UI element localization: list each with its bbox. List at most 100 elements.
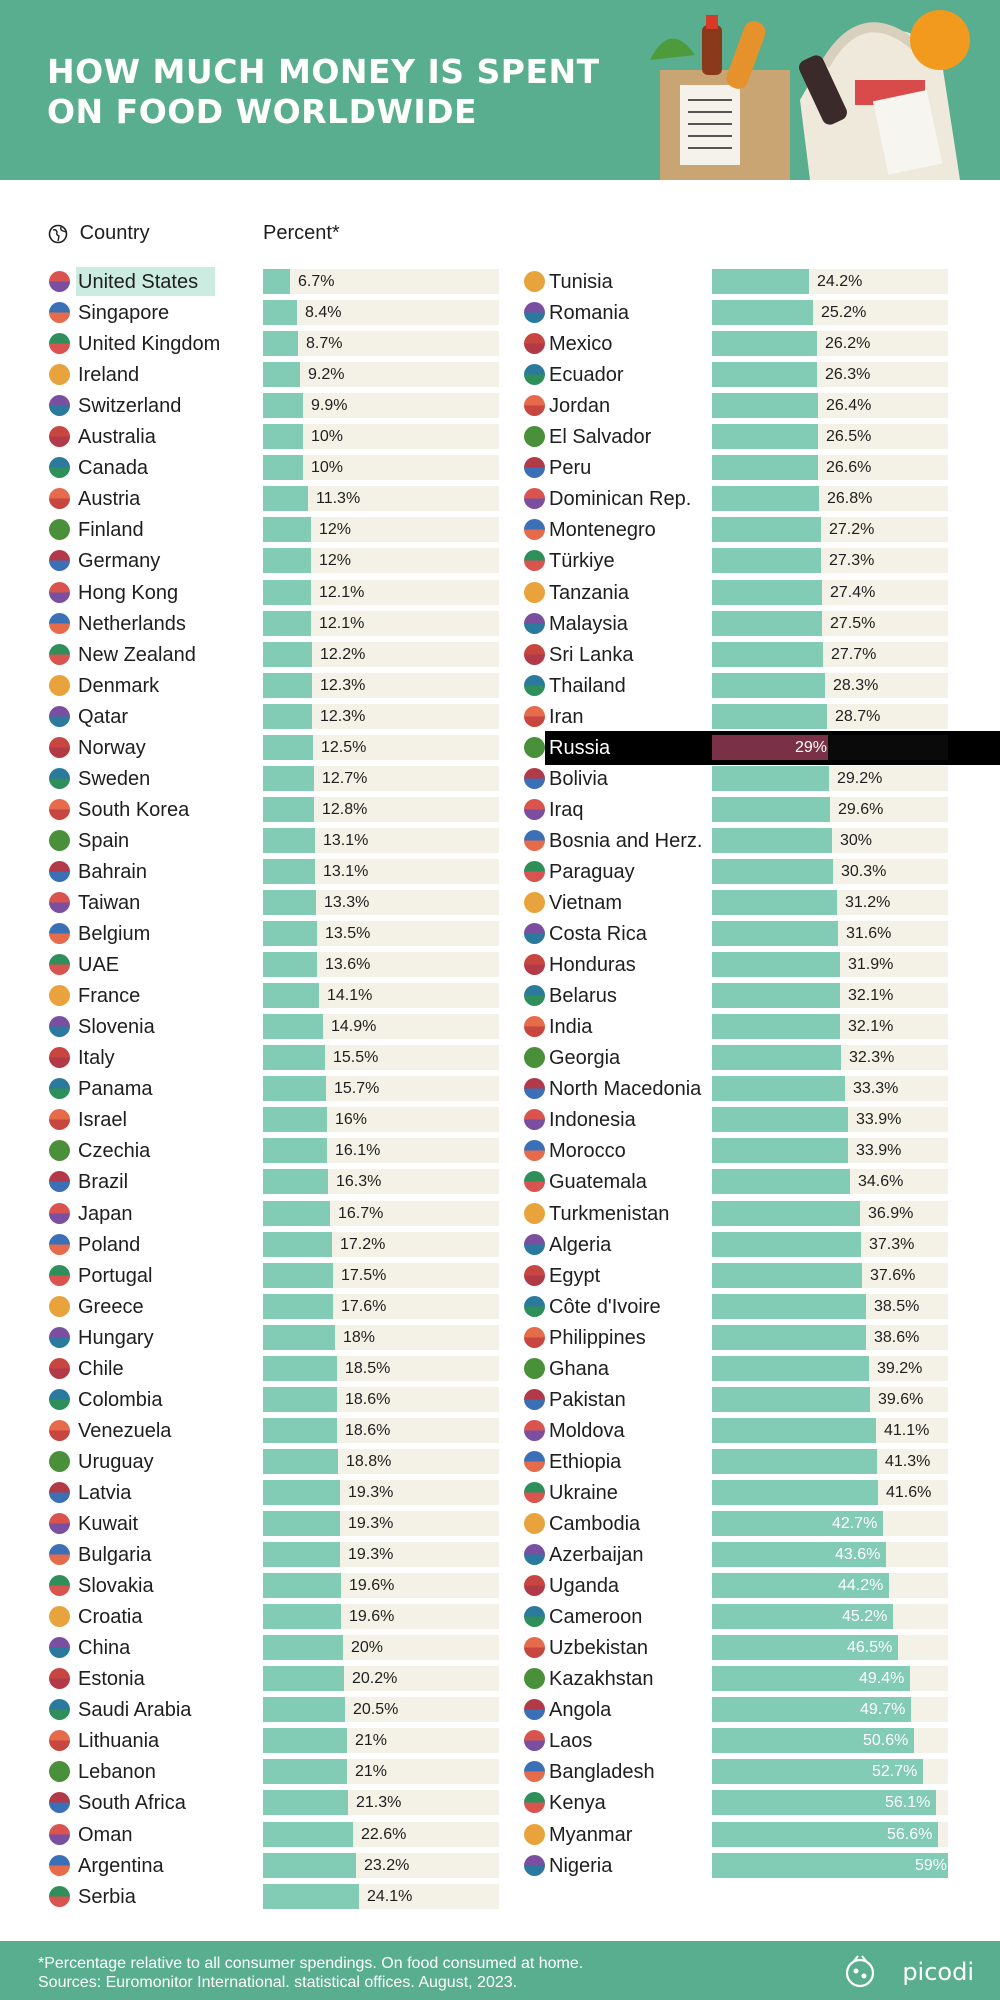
chart-row-pakistan: Pakistan 39.6% (0, 1385, 1000, 1415)
bar-myanmar (712, 1821, 938, 1847)
bar-track: 16.3% (263, 1169, 499, 1195)
bar-track: 12.3% (263, 703, 499, 729)
bar-track: 13.3% (263, 890, 499, 915)
value-label: 12% (319, 552, 352, 570)
chart-row-algeria: Algeria 37.3% (0, 1230, 1000, 1260)
country-label: Denmark (78, 674, 160, 697)
country-label: South Africa (78, 1792, 186, 1815)
flag-icon-el-salvador (524, 426, 545, 448)
wine-bottle (799, 55, 847, 125)
value-label: 26.4% (826, 397, 872, 415)
flag-icon-ireland (49, 364, 70, 386)
value-label: 18.8% (346, 1452, 392, 1470)
flag-icon-egypt (524, 1264, 545, 1286)
bar-costa-rica (712, 921, 838, 947)
flag-icon-pakistan (524, 1388, 545, 1410)
value-label: 27.2% (829, 521, 875, 539)
country-label: Colombia (78, 1388, 163, 1411)
bar-track: 15.5% (263, 1045, 499, 1071)
bar-kazakhstan (712, 1666, 910, 1692)
bar-netherlands (263, 610, 311, 636)
bar-track: 12% (263, 517, 499, 543)
bar-track: 20.5% (263, 1697, 499, 1723)
country-label: Bolivia (549, 767, 608, 790)
bar-finland (263, 517, 311, 543)
bar-kenya (712, 1790, 936, 1816)
country-label: Chile (78, 1357, 124, 1380)
bar-track: 56.1% (712, 1790, 948, 1816)
value-label: 31.6% (846, 925, 892, 943)
bar-morocco (712, 1138, 848, 1164)
country-label: Finland (78, 519, 144, 542)
chart-row-romania: Romania 25.2% (0, 298, 1000, 328)
chart-row-belarus: Belarus 32.1% (0, 981, 1000, 1011)
bar-india (712, 1014, 840, 1040)
bar-track: 52.7% (712, 1759, 948, 1785)
country-label: Saudi Arabia (78, 1699, 192, 1722)
flag-icon-india (524, 1016, 545, 1038)
value-label: 41.6% (886, 1483, 932, 1501)
bar-indonesia (712, 1107, 848, 1133)
bar-jordan (712, 393, 818, 419)
chart-row-spain: Spain 13.1% (0, 826, 1000, 856)
flag-icon-denmark (49, 674, 70, 696)
value-label: 12.7% (322, 769, 368, 787)
bar-italy (263, 1045, 325, 1071)
bar-track: 27.2% (712, 517, 948, 543)
chart-row-mexico: Mexico 26.2% (0, 329, 1000, 359)
chart-row-bosnia-and-herz: Bosnia and Herz. 30% (0, 826, 1000, 856)
country-label: Kuwait (78, 1513, 139, 1535)
bar-new-zealand (263, 641, 312, 667)
bar-paraguay (712, 858, 833, 884)
chart-row-malaysia: Malaysia 27.5% (0, 609, 1000, 639)
value-label: 46.5% (847, 1639, 893, 1657)
chart-row-qatar: Qatar 12.3% (0, 702, 1000, 732)
bar-track: 38.5% (712, 1293, 948, 1319)
bar-track: 24.1% (263, 1883, 499, 1909)
value-label: 9.2% (308, 366, 345, 384)
value-label: 32.3% (849, 1049, 895, 1067)
chart-row-denmark: Denmark 12.3% (0, 671, 1000, 701)
flag-icon-serbia (49, 1885, 70, 1907)
bar-romania (712, 300, 813, 326)
bar-estonia (263, 1666, 344, 1692)
value-label: 19.6% (349, 1608, 395, 1626)
country-label: Ethiopia (549, 1450, 622, 1473)
bar-hungary (263, 1324, 335, 1350)
chart-row-iraq: Iraq 29.6% (0, 795, 1000, 825)
chart-row-taiwan: Taiwan 13.3% (0, 888, 1000, 918)
value-label: 11.3% (316, 490, 361, 508)
chart-row-angola: Angola 49.7% (0, 1695, 1000, 1725)
chart-row-egypt: Egypt 37.6% (0, 1261, 1000, 1291)
country-label: Sweden (78, 767, 151, 790)
flag-icon-venezuela (49, 1419, 70, 1441)
flag-icon-philippines (524, 1326, 545, 1348)
chart-row-switzerland: Switzerland 9.9% (0, 391, 1000, 421)
flag-icon-kazakhstan (524, 1668, 545, 1690)
footnote-line-2: Sources: Euromonitor International. stat… (38, 1974, 518, 1991)
bar-track: 18.8% (263, 1448, 499, 1474)
receipt-2 (872, 89, 943, 175)
flag-icon-lithuania (49, 1730, 70, 1752)
chart-row-montenegro: Montenegro 27.2% (0, 515, 1000, 545)
value-label: 27.7% (831, 645, 877, 663)
chart-row-cambodia: Cambodia 42.7% (0, 1509, 1000, 1539)
bar-c-te-d-ivoire (712, 1293, 866, 1319)
bar-track: 31.9% (712, 952, 948, 978)
flag-icon-new-zealand (49, 643, 70, 665)
bar-south-korea (263, 796, 314, 822)
flag-icon-peru (524, 457, 545, 479)
flag-icon-dominican-rep (524, 488, 545, 510)
bar-track: 41.6% (712, 1479, 948, 1505)
flag-icon-azerbaijan (524, 1544, 545, 1566)
country-label: Switzerland (78, 395, 182, 418)
bar-argentina (263, 1852, 356, 1878)
value-label: 32.1% (848, 1018, 894, 1036)
country-label: Norway (78, 736, 146, 759)
value-label: 37.3% (869, 1235, 915, 1253)
flag-icon-united-states (49, 271, 70, 292)
chart-row-argentina: Argentina 23.2% (0, 1851, 1000, 1881)
chart-row-united-kingdom: United Kingdom 8.7% (0, 329, 1000, 359)
chart-row-hong-kong: Hong Kong 12.1% (0, 578, 1000, 608)
flag-icon-switzerland (49, 395, 70, 417)
